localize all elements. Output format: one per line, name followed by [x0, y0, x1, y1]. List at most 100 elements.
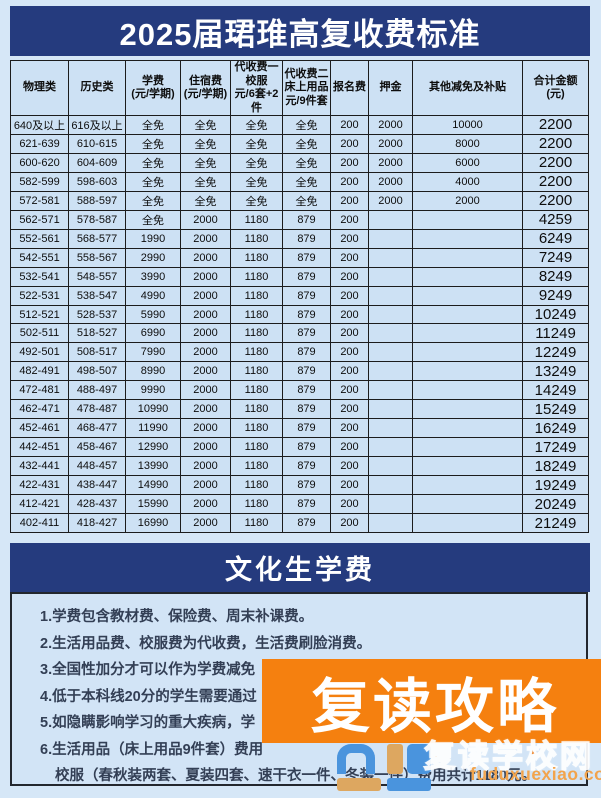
table-cell: 1180 [230, 304, 283, 325]
table-cell: 2000 [180, 342, 231, 363]
table-cell: 9249 [522, 285, 589, 306]
note-line: 2.生活用品费、校服费为代收费，生活费刷脸消费。 [40, 635, 372, 652]
table-cell [368, 513, 413, 533]
table-row: 542-551 558-567 2990 2000 1180 879 200 7249 [10, 247, 589, 268]
table-cell: 879 [282, 475, 331, 496]
notes-list: 1.学费包含教材费、保险费、周末补课费。 2.生活用品费、校服费为代收费，生活费刷… [40, 604, 586, 790]
watermark-site-name: 复读学校网 [423, 738, 594, 775]
promo-banner: 复读攻略 [262, 659, 601, 743]
table-cell: 442-451 [10, 437, 69, 458]
table-cell: 8249 [522, 266, 589, 287]
table-cell: 879 [282, 456, 331, 477]
table-cell [368, 399, 413, 420]
table-cell: 482-491 [10, 361, 69, 382]
table-cell: 2000 [368, 152, 413, 173]
table-cell: 10990 [125, 399, 181, 420]
table-cell: 879 [282, 228, 331, 249]
logo-tan-bar-shape [337, 778, 381, 791]
table-cell: 2000 [180, 437, 231, 458]
table-cell: 200 [330, 456, 369, 477]
table-cell: 879 [282, 266, 331, 287]
table-cell: 2200 [522, 133, 589, 154]
table-cell: 616及以上 [68, 115, 126, 135]
table-cell: 200 [330, 494, 369, 515]
table-cell: 2000 [180, 228, 231, 249]
table-cell [368, 380, 413, 401]
table-cell: 全免 [180, 133, 231, 154]
table-cell: 502-511 [10, 323, 69, 344]
table-cell: 全免 [125, 115, 181, 135]
table-cell: 200 [330, 361, 369, 382]
table-cell: 448-457 [68, 456, 126, 477]
table-cell: 1180 [230, 456, 283, 477]
table-cell: 10249 [522, 304, 589, 325]
table-cell: 1180 [230, 380, 283, 401]
fee-table: 物理类 历史类 学费 (元/学期) 住宿费 (元/学期) 代收费一 校服 元/6套+2件 代收费二… [10, 60, 589, 533]
table-body: 640及以上 616及以上 全免 全免 全免 全免 200 2000 10000 2200 621-… [10, 115, 589, 533]
table-cell: 879 [282, 418, 331, 439]
table-cell: 13990 [125, 456, 181, 477]
table-cell: 全免 [230, 171, 283, 192]
table-cell: 548-557 [68, 266, 126, 287]
table-cell [412, 513, 523, 533]
table-cell: 7249 [522, 247, 589, 268]
watermark-logo-icon [337, 744, 433, 794]
table-cell [412, 380, 523, 401]
table-cell: 879 [282, 285, 331, 306]
table-cell [368, 475, 413, 496]
table-row: 532-541 548-557 3990 2000 1180 879 200 8249 [10, 266, 589, 287]
table-cell [412, 247, 523, 268]
table-row: 562-571 578-587 全免 2000 1180 879 200 4259 [10, 209, 589, 230]
table-cell: 4990 [125, 285, 181, 306]
note-line: 6.生活用品（床上用品9件套）费用 [40, 741, 264, 758]
note-line: 3.全国性加分才可以作为学费减免 [40, 662, 256, 678]
table-cell: 572-581 [10, 190, 69, 211]
table-cell: 200 [330, 304, 369, 325]
table-cell: 21249 [522, 513, 589, 533]
table-cell: 879 [282, 323, 331, 344]
table-cell: 542-551 [10, 247, 69, 268]
table-cell: 568-577 [68, 228, 126, 249]
table-cell [412, 266, 523, 287]
table-cell: 7990 [125, 342, 181, 363]
table-cell: 11249 [522, 323, 589, 344]
column-header: 报名费 [330, 60, 369, 116]
table-cell: 9990 [125, 380, 181, 401]
table-cell: 全免 [125, 209, 181, 230]
watermark-url: fuduxuexiao.com [470, 764, 601, 784]
table-cell [368, 494, 413, 515]
table-cell: 468-477 [68, 418, 126, 439]
table-row: 482-491 498-507 8990 2000 1180 879 200 13249 [10, 361, 589, 382]
table-row: 472-481 488-497 9990 2000 1180 879 200 14249 [10, 380, 589, 401]
table-cell: 11990 [125, 418, 181, 439]
table-cell: 488-497 [68, 380, 126, 401]
table-cell: 621-639 [10, 133, 69, 154]
table-cell: 418-427 [68, 513, 126, 533]
table-cell: 582-599 [10, 171, 69, 192]
table-cell: 1180 [230, 266, 283, 287]
table-row: 582-599 598-603 全免 全免 全免 全免 200 2000 4000 2200 [10, 171, 589, 192]
page-title: 2025届珺琟高复收费标准 [119, 16, 481, 52]
column-header: 住宿费 (元/学期) [180, 60, 231, 116]
table-cell: 2000 [368, 133, 413, 154]
table-cell: 478-487 [68, 399, 126, 420]
table-cell: 428-437 [68, 494, 126, 515]
table-cell: 879 [282, 247, 331, 268]
table-cell: 2000 [368, 171, 413, 192]
table-cell: 879 [282, 380, 331, 401]
table-cell: 532-541 [10, 266, 69, 287]
table-cell: 1180 [230, 361, 283, 382]
table-cell [368, 247, 413, 268]
table-cell: 全免 [282, 171, 331, 192]
promo-banner-text: 复读攻略 [310, 673, 559, 740]
table-cell: 2000 [180, 266, 231, 287]
table-cell: 2000 [180, 323, 231, 344]
table-cell: 200 [330, 418, 369, 439]
table-cell: 472-481 [10, 380, 69, 401]
table-cell: 2000 [180, 418, 231, 439]
table-cell: 8000 [412, 133, 523, 154]
header-row: 物理类 历史类 学费 (元/学期) 住宿费 (元/学期) 代收费一 校服 元/6套+2件 代收费二… [10, 60, 589, 116]
table-cell: 17249 [522, 437, 589, 458]
table-cell: 879 [282, 399, 331, 420]
